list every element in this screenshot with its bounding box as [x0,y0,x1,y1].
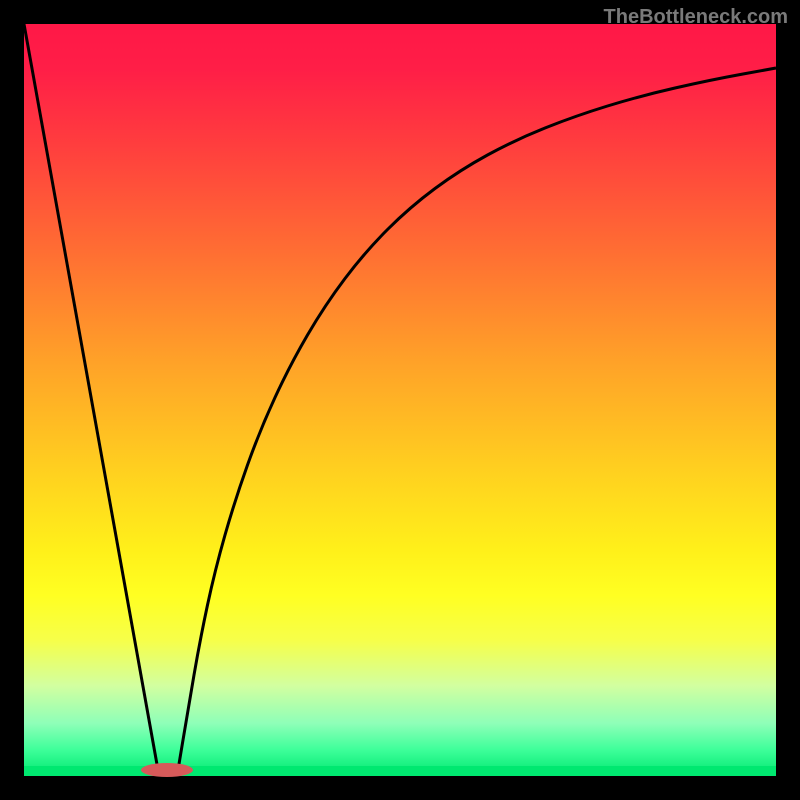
bottleneck-chart: TheBottleneck.com [0,0,800,800]
bottom-green-band [24,766,776,776]
gradient-background [24,24,776,776]
watermark-text: TheBottleneck.com [604,6,788,29]
minimum-marker [141,763,193,777]
chart-svg [0,0,800,800]
